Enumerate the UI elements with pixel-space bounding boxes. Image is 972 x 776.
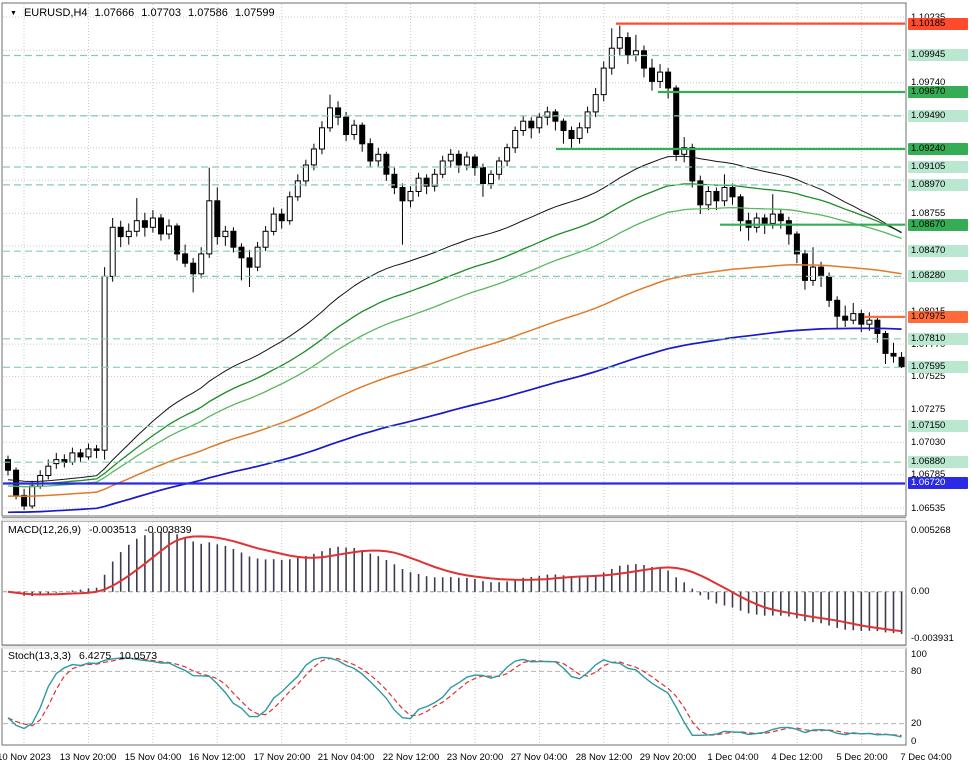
- time-axis-label: 5 Dec 20:00: [836, 752, 888, 763]
- time-axis-label: 22 Nov 12:00: [382, 752, 440, 763]
- axis-label: 80: [911, 666, 922, 677]
- price-level-badge: 1.09105: [908, 161, 968, 173]
- stochastic-graphics: [3, 656, 905, 738]
- panel-splitter[interactable]: [2, 645, 906, 649]
- axis-label: 100: [911, 649, 927, 660]
- stoch-indicator-label: Stoch(13,3,3) 6.4275 10.0573: [8, 650, 157, 662]
- axis-label: 20: [911, 718, 922, 729]
- time-axis-label: 28 Nov 12:00: [575, 752, 633, 763]
- axis-label: 1.07030: [911, 437, 946, 448]
- price-level-badge: 1.09490: [908, 110, 968, 122]
- axis-label: 1.08755: [911, 208, 946, 219]
- price-level-badge: 1.08470: [908, 245, 968, 257]
- time-axis-label: 17 Nov 20:00: [253, 752, 311, 763]
- time-axis-label: 15 Nov 04:00: [124, 752, 182, 763]
- price-level-badge: 1.09240: [908, 143, 968, 155]
- price-level-badge: 1.07595: [908, 361, 968, 373]
- axis-label: 1.06785: [911, 469, 946, 480]
- time-axis-label: 29 Nov 20:00: [639, 752, 697, 763]
- time-axis-label: 16 Nov 12:00: [188, 752, 246, 763]
- ohlc-open: 1.07666: [94, 7, 135, 19]
- moving-averages: [7, 155, 902, 514]
- ohlc-high: 1.07703: [141, 7, 182, 19]
- time-axis[interactable]: 10 Nov 2023 13 Nov 20:00 15 Nov 04:00 16 No…: [0, 750, 972, 772]
- price-level-badge: 1.08280: [908, 270, 968, 282]
- axis-label: 0.005268: [911, 525, 951, 536]
- time-axis-label: 7 Dec 04:00: [900, 752, 952, 763]
- macd-main-value: -0.003513: [88, 524, 137, 536]
- axis-label: 1.07525: [911, 371, 946, 382]
- symbol-timeframe: EURUSD,H4: [23, 7, 88, 19]
- panel-frames: [1, 2, 907, 746]
- price-level-badge: 1.09945: [908, 49, 968, 61]
- price-level-badge: 1.07975: [908, 311, 968, 323]
- price-level-badge: 1.08670: [908, 219, 968, 231]
- axis-label: 0: [911, 736, 917, 747]
- price-level-lines: [3, 22, 905, 485]
- price-level-badge: 1.07150: [908, 420, 968, 432]
- time-axis-label: 4 Dec 12:00: [771, 752, 823, 763]
- ohlc-close: 1.07599: [234, 7, 275, 19]
- price-axis[interactable]: 1.102351.097401.087551.080151.077701.075…: [907, 0, 972, 748]
- axis-label: 1.06535: [911, 503, 946, 514]
- time-axis-label: 23 Nov 20:00: [446, 752, 504, 763]
- time-axis-label: 10 Nov 2023: [0, 752, 51, 763]
- macd-indicator-label: MACD(12,26,9) -0.003513 -0.003839: [8, 524, 192, 536]
- stoch-k-value: 6.4275: [79, 650, 112, 662]
- price-level-badge: 1.08970: [908, 179, 968, 191]
- axis-label: 1.07275: [911, 404, 946, 415]
- macd-graphics: [3, 531, 905, 634]
- stoch-d-value: 10.0573: [119, 650, 158, 662]
- macd-signal-value: -0.003839: [144, 524, 192, 536]
- axis-label: 1.10235: [908, 12, 948, 24]
- price-level-badge: 1.09670: [908, 86, 968, 98]
- ohlc-low: 1.07586: [188, 7, 228, 19]
- axis-label: 1.09740: [911, 77, 946, 88]
- time-axis-label: 27 Nov 04:00: [510, 752, 568, 763]
- price-level-badge: 1.07810: [908, 333, 968, 345]
- time-axis-label: 21 Nov 04:00: [317, 752, 375, 763]
- stoch-name: Stoch(13,3,3): [8, 650, 72, 662]
- price-level-badge: 1.06880: [908, 456, 968, 468]
- macd-name: MACD(12,26,9): [8, 524, 81, 536]
- panel-splitter[interactable]: [2, 517, 906, 521]
- candlesticks: [5, 25, 905, 510]
- symbol-dropdown-icon[interactable]: ▼: [10, 10, 17, 17]
- price-level-badge: 1.06720: [908, 477, 968, 489]
- grid-lines: [3, 4, 905, 744]
- axis-label: 0.00: [911, 586, 930, 597]
- chart-ohlc-header: ▼ EURUSD,H4 1.07666 1.07703 1.07586 1.07…: [10, 7, 275, 19]
- axis-label: -0.003931: [911, 633, 954, 644]
- time-axis-label: 13 Nov 20:00: [59, 752, 117, 763]
- price-level-badge: 1.10185: [908, 18, 968, 30]
- time-axis-label: 1 Dec 04:00: [707, 752, 759, 763]
